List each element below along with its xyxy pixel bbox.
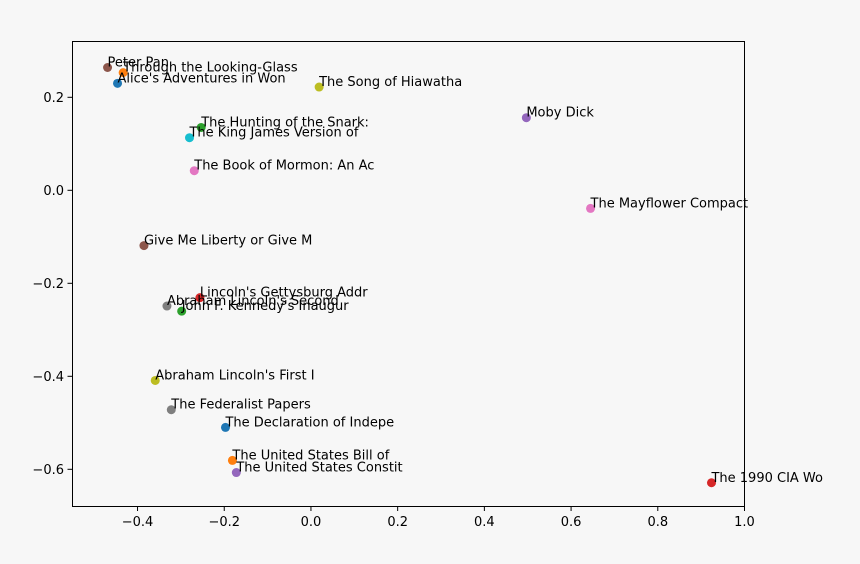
scatter-point	[586, 203, 596, 213]
plot-frame	[72, 41, 745, 507]
point-label: The 1990 CIA Wo	[710, 471, 823, 486]
scatter-point	[166, 405, 176, 415]
x-tick-label: 0.6	[561, 515, 582, 530]
x-tick-label: 0.2	[387, 515, 408, 530]
x-tick-label: 0.8	[647, 515, 668, 530]
point-label: The King James Version of	[188, 126, 358, 141]
scatter-point	[177, 306, 187, 316]
x-tick-label: −0.2	[208, 515, 240, 530]
point-label: John F. Kennedy's Inaugur	[181, 299, 350, 314]
points-layer	[103, 63, 716, 488]
point-label: Moby Dick	[526, 106, 594, 121]
scatter-point	[706, 478, 716, 488]
point-label: Lincoln's Gettysburg Addr	[200, 286, 368, 301]
y-tick-label: 0.2	[43, 91, 64, 106]
scatter-point	[521, 113, 531, 123]
ticks-layer: −0.4 −0.2 0.0 0.2 0.4 0.6 0.8 1.0 0.2 0.0 −0.2 −0.4…	[32, 91, 754, 530]
scatter-point	[231, 468, 241, 478]
point-label: Give Me Liberty or Give M	[144, 234, 312, 249]
scatter-point	[227, 455, 237, 465]
point-label: The Hunting of the Snark:	[200, 115, 369, 130]
scatter-point	[118, 68, 128, 78]
point-label: The Federalist Papers	[170, 398, 311, 413]
scatter-point	[103, 63, 113, 73]
scatter-point	[189, 166, 199, 176]
scatter-point	[162, 301, 172, 311]
point-label: The United States Bill of	[231, 448, 389, 463]
point-label: The United States Constit	[235, 461, 402, 476]
scatter-point	[113, 78, 123, 88]
scatter-point	[139, 241, 149, 251]
y-tick-label: −0.6	[32, 463, 64, 478]
scatter-point	[184, 133, 194, 143]
x-tick-label: −0.4	[122, 515, 154, 530]
y-tick-label: −0.4	[32, 370, 64, 385]
point-label: The Declaration of Indepe	[224, 415, 394, 430]
y-tick-label: −0.2	[32, 277, 64, 292]
x-tick-label: 0.4	[474, 515, 495, 530]
scatter-point	[220, 422, 230, 432]
point-label: Abraham Lincoln's First I	[155, 368, 314, 383]
scatter-point	[196, 122, 206, 132]
y-tick-label: 0.0	[43, 184, 64, 199]
point-label: Abraham Lincoln's Second	[167, 294, 339, 309]
scatter-point	[195, 293, 205, 303]
point-label: The Song of Hiawatha	[318, 75, 462, 90]
point-label: Alice's Adventures in Won	[118, 71, 286, 86]
scatter-point	[314, 82, 324, 92]
x-tick-label: 0.0	[301, 515, 322, 530]
point-label: Peter Pan	[108, 56, 169, 71]
point-label: Through the Looking-Glass	[122, 61, 298, 76]
point-label: The Book of Mormon: An Ac	[193, 159, 374, 174]
point-label: The Mayflower Compact	[590, 196, 749, 211]
scatter-point	[150, 375, 160, 385]
x-tick-label: 1.0	[734, 515, 755, 530]
